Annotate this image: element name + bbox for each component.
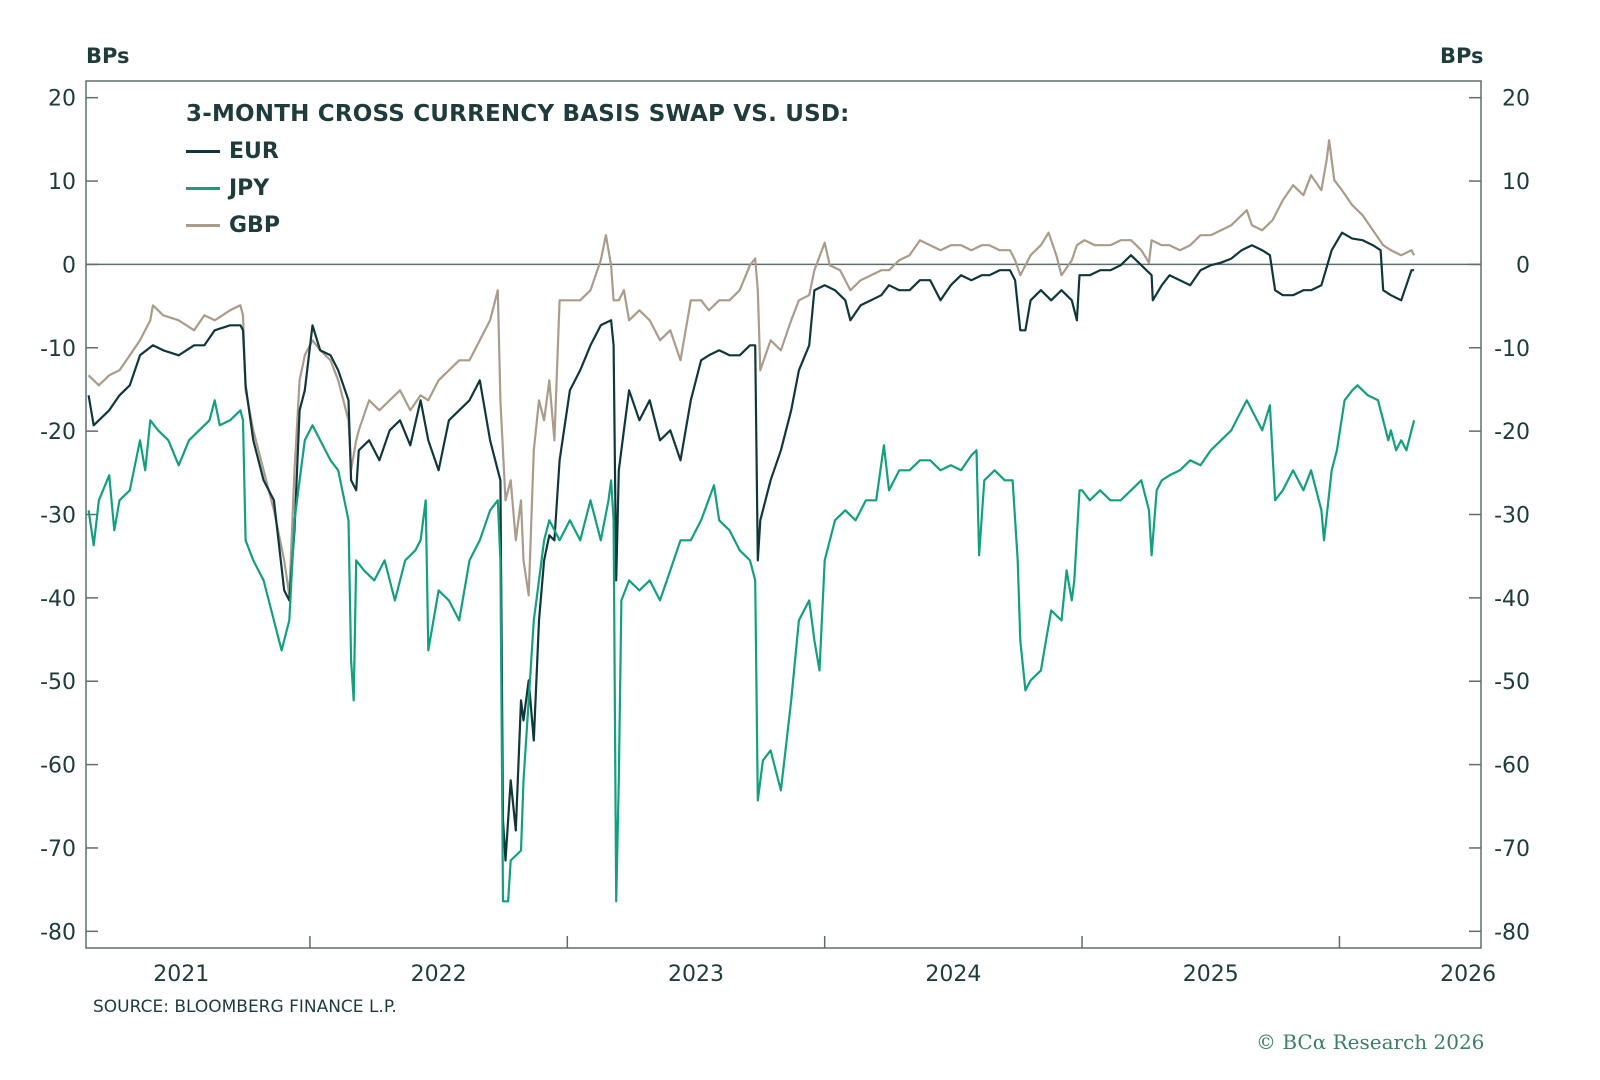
x-tick-label: 2024 xyxy=(925,962,981,987)
y-tick-label-left: -60 xyxy=(40,754,76,779)
y-tick-label-left: 10 xyxy=(48,170,76,195)
x-tick-label: 2021 xyxy=(153,962,209,987)
copyright-logo: © BCα Research 2026 xyxy=(1256,1030,1485,1054)
y-tick-label-right: -30 xyxy=(1494,504,1530,529)
x-tick-label: 2022 xyxy=(411,962,467,987)
series-line-jpy xyxy=(87,384,1416,903)
legend-item-eur: EUR xyxy=(186,139,279,164)
y-tick-label-right: -20 xyxy=(1494,420,1530,445)
y-tick-label-left: -40 xyxy=(40,587,76,612)
y-tick-label-right: 10 xyxy=(1502,170,1530,195)
y-tick-label-left: 0 xyxy=(62,253,76,278)
legend-swatch-gbp xyxy=(186,224,220,227)
y-tick-label-left: -70 xyxy=(40,837,76,862)
y-tick-label-right: -40 xyxy=(1494,587,1530,612)
y-tick-label-right: -50 xyxy=(1494,670,1530,695)
series-line-eur xyxy=(87,231,1415,862)
y-tick-label-right: 0 xyxy=(1516,253,1530,278)
legend-swatch-eur xyxy=(186,150,220,153)
y-tick-label-left: -20 xyxy=(40,420,76,445)
y-tick-label-left: -50 xyxy=(40,670,76,695)
x-tick-label: 2026 xyxy=(1440,962,1496,987)
x-tick-label: 2025 xyxy=(1183,962,1239,987)
y-tick-label-right: 20 xyxy=(1502,87,1530,112)
legend-item-gbp: GBP xyxy=(186,213,280,238)
y-tick-label-right: -70 xyxy=(1494,837,1530,862)
series-line-gbp xyxy=(87,139,1416,597)
legend-item-jpy: JPY xyxy=(186,176,269,201)
chart-title: 3-MONTH CROSS CURRENCY BASIS SWAP VS. US… xyxy=(186,101,850,127)
y-tick-label-left: 20 xyxy=(48,87,76,112)
y-tick-label-right: -60 xyxy=(1494,754,1530,779)
y-tick-label-right: -80 xyxy=(1494,920,1530,945)
axes: 20 20 10 10 0 0 -10 -10 -20 -20 -30 -30 -40 -40 -50 -50… xyxy=(40,80,1530,987)
y-tick-label-left: -30 xyxy=(40,504,76,529)
y-axis-unit-right: BPs xyxy=(1440,44,1484,68)
legend-label: GBP xyxy=(229,213,280,238)
y-tick-label-left: -10 xyxy=(40,337,76,362)
x-tick-label: 2023 xyxy=(668,962,724,987)
source-note: SOURCE: BLOOMBERG FINANCE L.P. xyxy=(93,997,397,1017)
legend-label: JPY xyxy=(229,176,270,201)
series-lines xyxy=(87,139,1416,903)
y-tick-label-right: -10 xyxy=(1494,337,1530,362)
y-axis-unit-left: BPs xyxy=(86,44,130,68)
legend-swatch-jpy xyxy=(186,187,220,190)
legend-label: EUR xyxy=(229,139,279,164)
y-tick-label-left: -80 xyxy=(40,920,76,945)
